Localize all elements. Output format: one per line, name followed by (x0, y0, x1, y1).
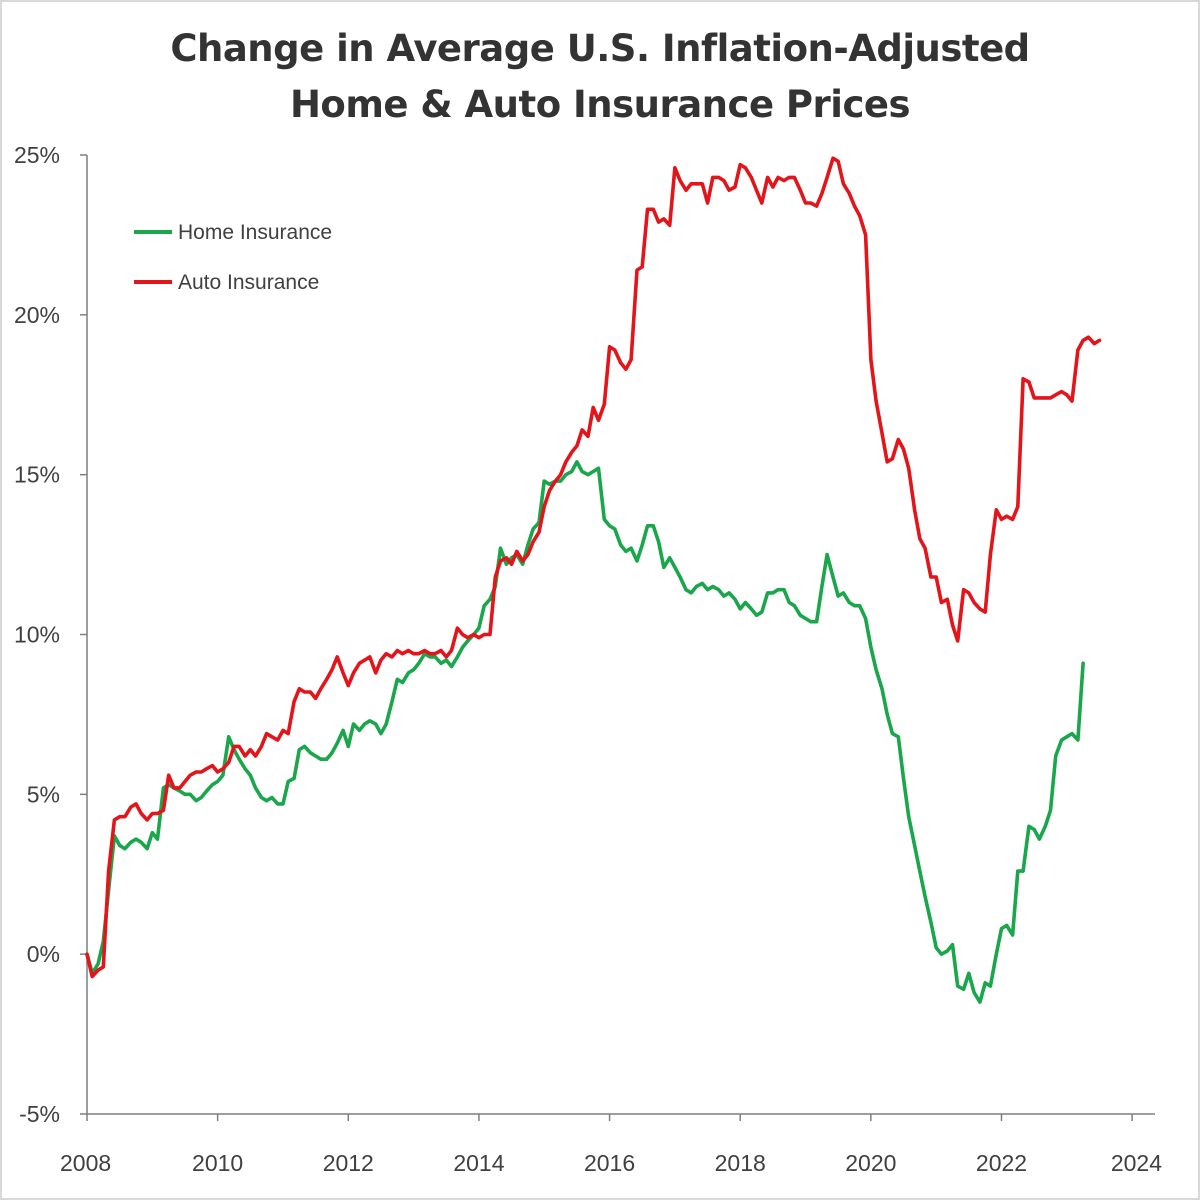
y-tick-label: -5% (19, 1101, 60, 1127)
series-line-home-insurance (85, 460, 1085, 1004)
chart-title: Change in Average U.S. Inflation-Adjuste… (170, 27, 1030, 70)
x-tick-label: 2020 (845, 1150, 896, 1176)
chart-subtitle: Home & Auto Insurance Prices (289, 83, 911, 126)
y-tick-label: 15% (14, 462, 60, 488)
chart-series (85, 156, 1102, 1004)
y-tick-label: 5% (27, 781, 60, 807)
chart-axes: -5% 0% 5% 10% 15% 20% 25% 2008 2010 2012 2014 2016 2… (14, 142, 1162, 1176)
y-tick-label: 0% (27, 941, 60, 967)
x-tick-label: 2012 (323, 1150, 374, 1176)
y-tick-label: 20% (14, 302, 60, 328)
y-tick-label: 10% (14, 622, 60, 648)
x-tick-label: 2024 (1111, 1150, 1162, 1176)
y-tick-label: 25% (14, 142, 60, 168)
x-tick-label: 2010 (192, 1150, 243, 1176)
chart-legend: Home Insurance Auto Insurance (134, 221, 332, 294)
legend-label: Home Insurance (178, 221, 332, 244)
x-tick-label: 2022 (976, 1150, 1027, 1176)
x-tick-label: 2016 (584, 1150, 635, 1176)
x-tick-label: 2018 (715, 1150, 766, 1176)
legend-label: Auto Insurance (178, 271, 319, 294)
series-line-auto-insurance (85, 156, 1102, 979)
x-tick-label: 2008 (60, 1150, 111, 1176)
x-tick-label: 2014 (453, 1150, 504, 1176)
